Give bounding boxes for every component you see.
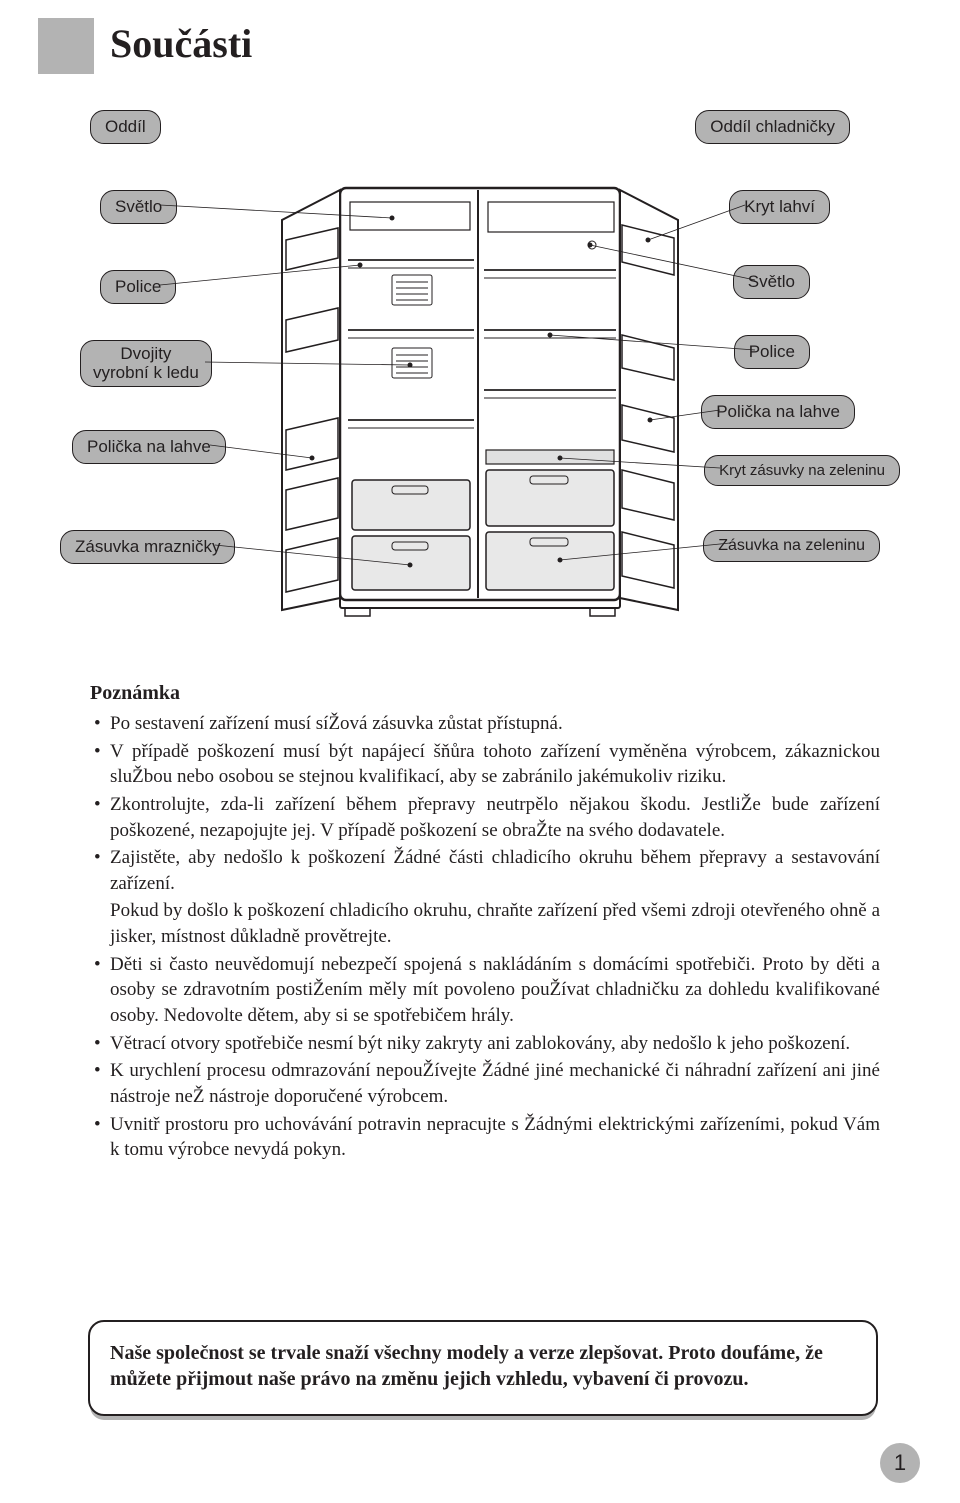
note-item: Zkontrolujte, zda-li zařízení během přep… <box>90 792 880 843</box>
parts-diagram: Oddíl Oddíl chladničky Světlo Police Dvo… <box>0 110 960 640</box>
page-title: Součásti <box>110 20 252 67</box>
note-item: K urychlení procesu odmrazování nepouŽív… <box>90 1058 880 1109</box>
note-item: Zajistěte, aby nedošlo k poškození Žádné… <box>90 845 880 896</box>
footer-notice-text: Naše společnost se trvale snaží všechny … <box>110 1342 823 1390</box>
note-heading: Poznámka <box>90 680 880 707</box>
note-section: Poznámka Po sestavení zařízení musí síŽo… <box>90 680 880 1165</box>
note-item: Po sestavení zařízení musí síŽová zásuvk… <box>90 711 880 737</box>
note-item: Děti si často neuvědomují nebezpečí spoj… <box>90 952 880 1029</box>
page-number-badge: 1 <box>880 1443 920 1483</box>
note-item: Uvnitř prostoru pro uchovávání potravin … <box>90 1112 880 1163</box>
page-number: 1 <box>894 1450 906 1476</box>
note-sub-para: Pokud by došlo k poškození chladicího ok… <box>90 898 880 949</box>
header-gray-tab <box>38 18 94 74</box>
footer-notice-box: Naše společnost se trvale snaží všechny … <box>88 1320 878 1416</box>
note-item: V případě poškození musí být napájecí šň… <box>90 739 880 790</box>
footer-box-wrap: Naše společnost se trvale snaží všechny … <box>88 1320 878 1416</box>
note-list-2: Děti si často neuvědomují nebezpečí spoj… <box>90 952 880 1163</box>
leader-lines <box>0 110 960 640</box>
note-item: Větrací otvory spotřebiče nesmí být niky… <box>90 1031 880 1057</box>
note-list: Po sestavení zařízení musí síŽová zásuvk… <box>90 711 880 896</box>
